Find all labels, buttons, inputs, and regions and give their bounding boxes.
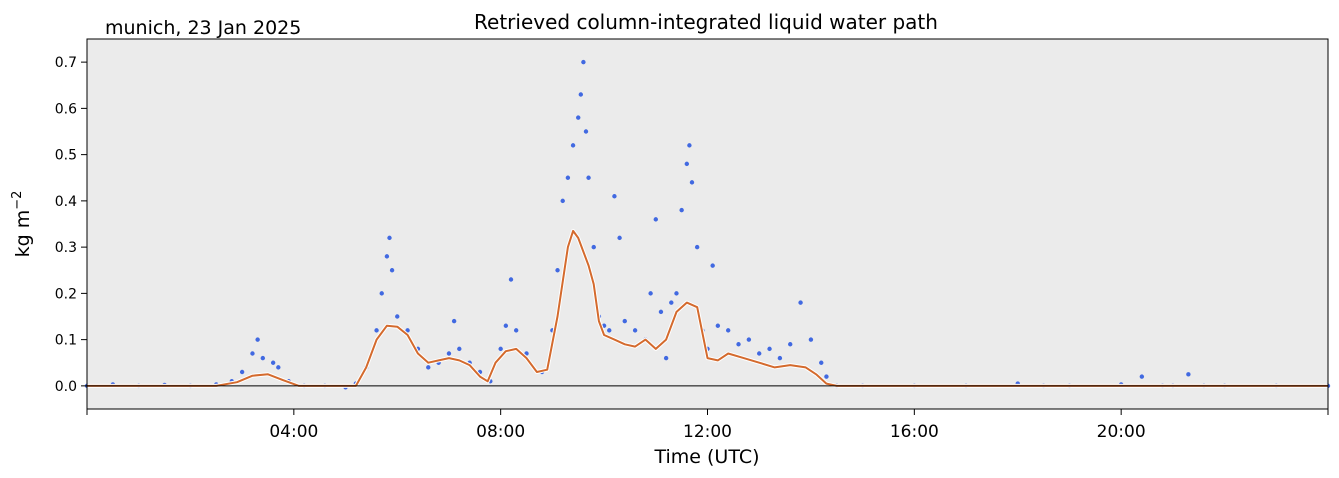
lwp-point	[591, 244, 596, 250]
x-axis-label: Time (UTC)	[653, 446, 759, 468]
lwp-point	[648, 291, 653, 296]
lwp-point	[389, 268, 395, 273]
y-tick-label: 0.7	[55, 55, 77, 71]
lwp-point	[405, 328, 410, 333]
lwp-point	[767, 346, 772, 352]
lwp-point	[725, 328, 731, 333]
chart-title: Retrieved column-integrated liquid water…	[474, 10, 938, 34]
x-tick-label: 04:00	[269, 422, 318, 442]
lwp-point	[617, 235, 622, 241]
lwp-point	[260, 355, 266, 361]
lwp-point	[457, 346, 462, 352]
y-tick-label: 0.4	[55, 194, 77, 210]
x-tick-label: 20:00	[1097, 422, 1146, 442]
lwp-point	[808, 337, 814, 342]
y-tick-label: 0.2	[55, 286, 77, 302]
lwp-point	[798, 300, 803, 305]
x-tick-label: 08:00	[476, 422, 525, 442]
lwp-point	[508, 277, 514, 282]
lwp-point	[824, 374, 829, 379]
lwp-point	[612, 194, 617, 199]
lwp-point	[663, 355, 669, 361]
lwp-point	[694, 244, 700, 250]
lwp-point	[684, 161, 690, 167]
lwp-point	[788, 342, 793, 347]
lwp-point	[498, 346, 503, 352]
lwp-point	[384, 254, 390, 259]
lwp-point	[451, 318, 457, 324]
smoothed-line	[87, 229, 1328, 387]
lwp-point	[674, 291, 679, 296]
y-tick-label: 0.1	[55, 333, 77, 349]
lwp-point	[250, 351, 255, 356]
lwp-point	[736, 342, 741, 347]
lwp-point	[565, 175, 571, 180]
lwp-point	[689, 180, 695, 185]
x-tick-label: 16:00	[890, 422, 939, 442]
lwp-point	[622, 318, 627, 324]
lwp-point	[653, 217, 658, 222]
lwp-point	[255, 337, 260, 342]
lwp-point	[581, 59, 586, 65]
lwp-point	[276, 365, 281, 370]
lwp-point	[658, 309, 664, 315]
x-tick-label: 12:00	[683, 422, 732, 442]
y-tick-label: 0.0	[55, 379, 77, 395]
lwp-point	[715, 323, 721, 328]
lwp-point	[746, 337, 752, 342]
lwp-point	[513, 328, 519, 333]
lwp-point	[632, 328, 638, 333]
y-tick-label: 0.6	[55, 101, 77, 117]
lwp-point	[819, 360, 824, 365]
series-layer	[84, 59, 1331, 390]
lwp-point	[757, 351, 762, 356]
lwp-point	[395, 314, 400, 319]
lwp-point	[379, 291, 384, 296]
lwp-point	[578, 92, 584, 97]
x-axis-ticks: 04:00 08:00 12:00 16:00 20:00	[86, 409, 1329, 442]
lwp-point	[555, 268, 560, 273]
lwp-point	[503, 323, 509, 328]
y-tick-label: 0.5	[55, 148, 77, 164]
lwp-point	[239, 369, 245, 375]
lwp-point	[426, 365, 431, 370]
lwp-point	[669, 300, 674, 305]
lwp-point	[270, 360, 276, 365]
lwp-point	[387, 235, 392, 241]
lwp-point	[586, 175, 591, 180]
y-axis-label: kg m−2	[10, 191, 34, 258]
lwp-point	[583, 129, 589, 134]
lwp-point	[1186, 372, 1191, 377]
y-tick-label: 0.3	[55, 240, 77, 256]
lwp-point	[1139, 374, 1145, 379]
y-axis-ticks: 0.0 0.1 0.2 0.3 0.4 0.5 0.6 0.7	[55, 55, 87, 395]
chart-subtitle: munich, 23 Jan 2025	[105, 17, 301, 39]
y-axis-label-superscript: −2	[10, 191, 25, 210]
lwp-point	[777, 355, 783, 361]
lwp-point	[446, 351, 452, 356]
lwp-point	[576, 115, 581, 120]
lwp-point	[687, 143, 692, 148]
lwp-point	[570, 143, 576, 148]
lwp-point	[607, 328, 612, 333]
lwp-point	[374, 328, 379, 333]
lwp-point	[679, 207, 684, 213]
lwp-point	[710, 263, 715, 268]
lwp-point	[560, 198, 565, 204]
